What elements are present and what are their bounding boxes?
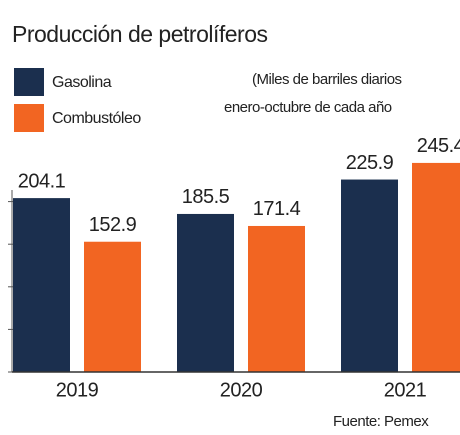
bar xyxy=(412,162,460,372)
legend-label: Gasolina xyxy=(52,74,112,91)
data-label: 152.9 xyxy=(89,214,137,236)
bar xyxy=(177,213,234,372)
subtitle: enero-octubre de cada año xyxy=(224,99,392,116)
data-label: 204.1 xyxy=(18,170,66,192)
legend-swatch xyxy=(14,68,44,96)
legend-label: Combustóleo xyxy=(52,110,141,127)
x-tick-label: 2021 xyxy=(384,379,427,401)
bar xyxy=(13,198,70,372)
x-tick-label: 2020 xyxy=(220,379,263,401)
subtitle: (Miles de barriles diarios xyxy=(252,71,402,88)
x-tick-label: 2019 xyxy=(56,379,99,401)
bar xyxy=(248,225,305,372)
data-label: 225.9 xyxy=(346,152,394,174)
legend-swatch xyxy=(14,104,44,132)
data-label: 185.5 xyxy=(182,186,230,208)
source: Fuente: Pemex xyxy=(333,413,429,430)
data-label: 171.4 xyxy=(253,198,301,220)
chart-title: Producción de petrolíferos xyxy=(12,21,268,47)
data-label: 245.4 xyxy=(417,135,460,157)
bar xyxy=(84,241,141,372)
bar xyxy=(341,179,398,372)
